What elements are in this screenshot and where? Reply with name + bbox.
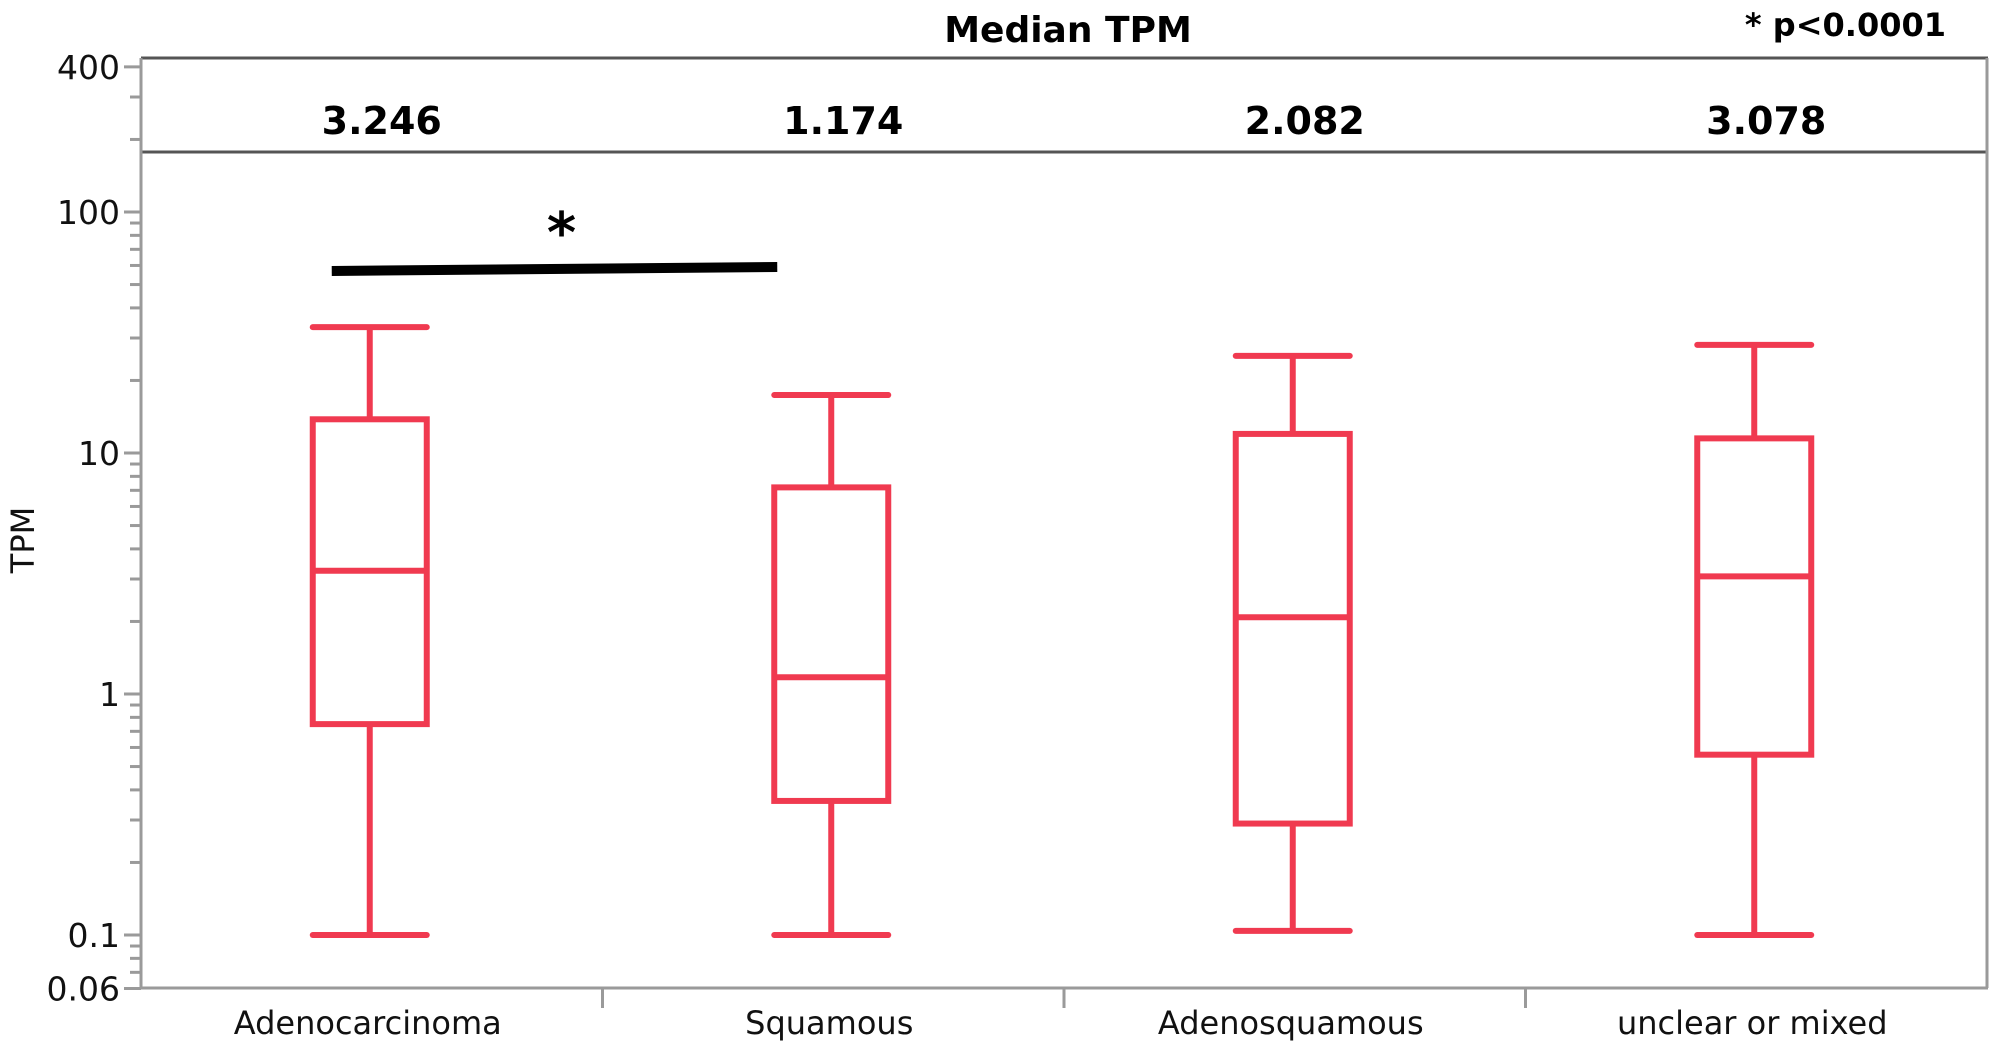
y-tick-label: 100	[57, 193, 120, 232]
median-value: 2.082	[1245, 99, 1365, 143]
box-adenocarcinoma	[309, 324, 430, 938]
median-value: 1.174	[783, 99, 903, 143]
box-unclear-or-mixed	[1694, 341, 1815, 938]
y-axis-label: TPM	[4, 507, 42, 574]
plot-frame	[139, 56, 1989, 990]
box-adenosquamous	[1232, 352, 1353, 934]
iqr-box	[1232, 430, 1353, 827]
y-tick-label: 400	[57, 48, 120, 87]
iqr-box	[771, 484, 892, 804]
x-category-label: unclear or mixed	[1617, 1004, 1888, 1042]
x-category-label: Squamous	[745, 1004, 913, 1042]
y-axis: 400 100 10 1 0.1 0.06	[47, 48, 141, 1008]
median-value: 3.078	[1706, 99, 1826, 143]
median-values-row: 3.246 1.174 2.082 3.078	[322, 99, 1827, 143]
chart-title: Median TPM	[944, 10, 1192, 51]
x-category-label: Adenosquamous	[1158, 1004, 1424, 1042]
y-tick-label: 0.06	[47, 969, 120, 1008]
y-tick-label: 0.1	[68, 916, 120, 955]
median-value: 3.246	[322, 99, 442, 143]
p-value-annotation: * p<0.0001	[1745, 6, 1946, 44]
significance-line	[331, 262, 778, 276]
significance-marker: *	[547, 201, 576, 266]
y-tick-label: 10	[78, 434, 120, 473]
iqr-box	[1694, 435, 1815, 758]
significance-bracket: *	[331, 201, 778, 276]
y-tick-label: 1	[99, 675, 120, 714]
x-axis: Adenocarcinoma Squamous Adenosquamous uncle…	[234, 988, 1888, 1042]
box-series	[309, 324, 1815, 938]
x-category-label: Adenocarcinoma	[234, 1004, 502, 1042]
box-squamous	[771, 392, 892, 938]
